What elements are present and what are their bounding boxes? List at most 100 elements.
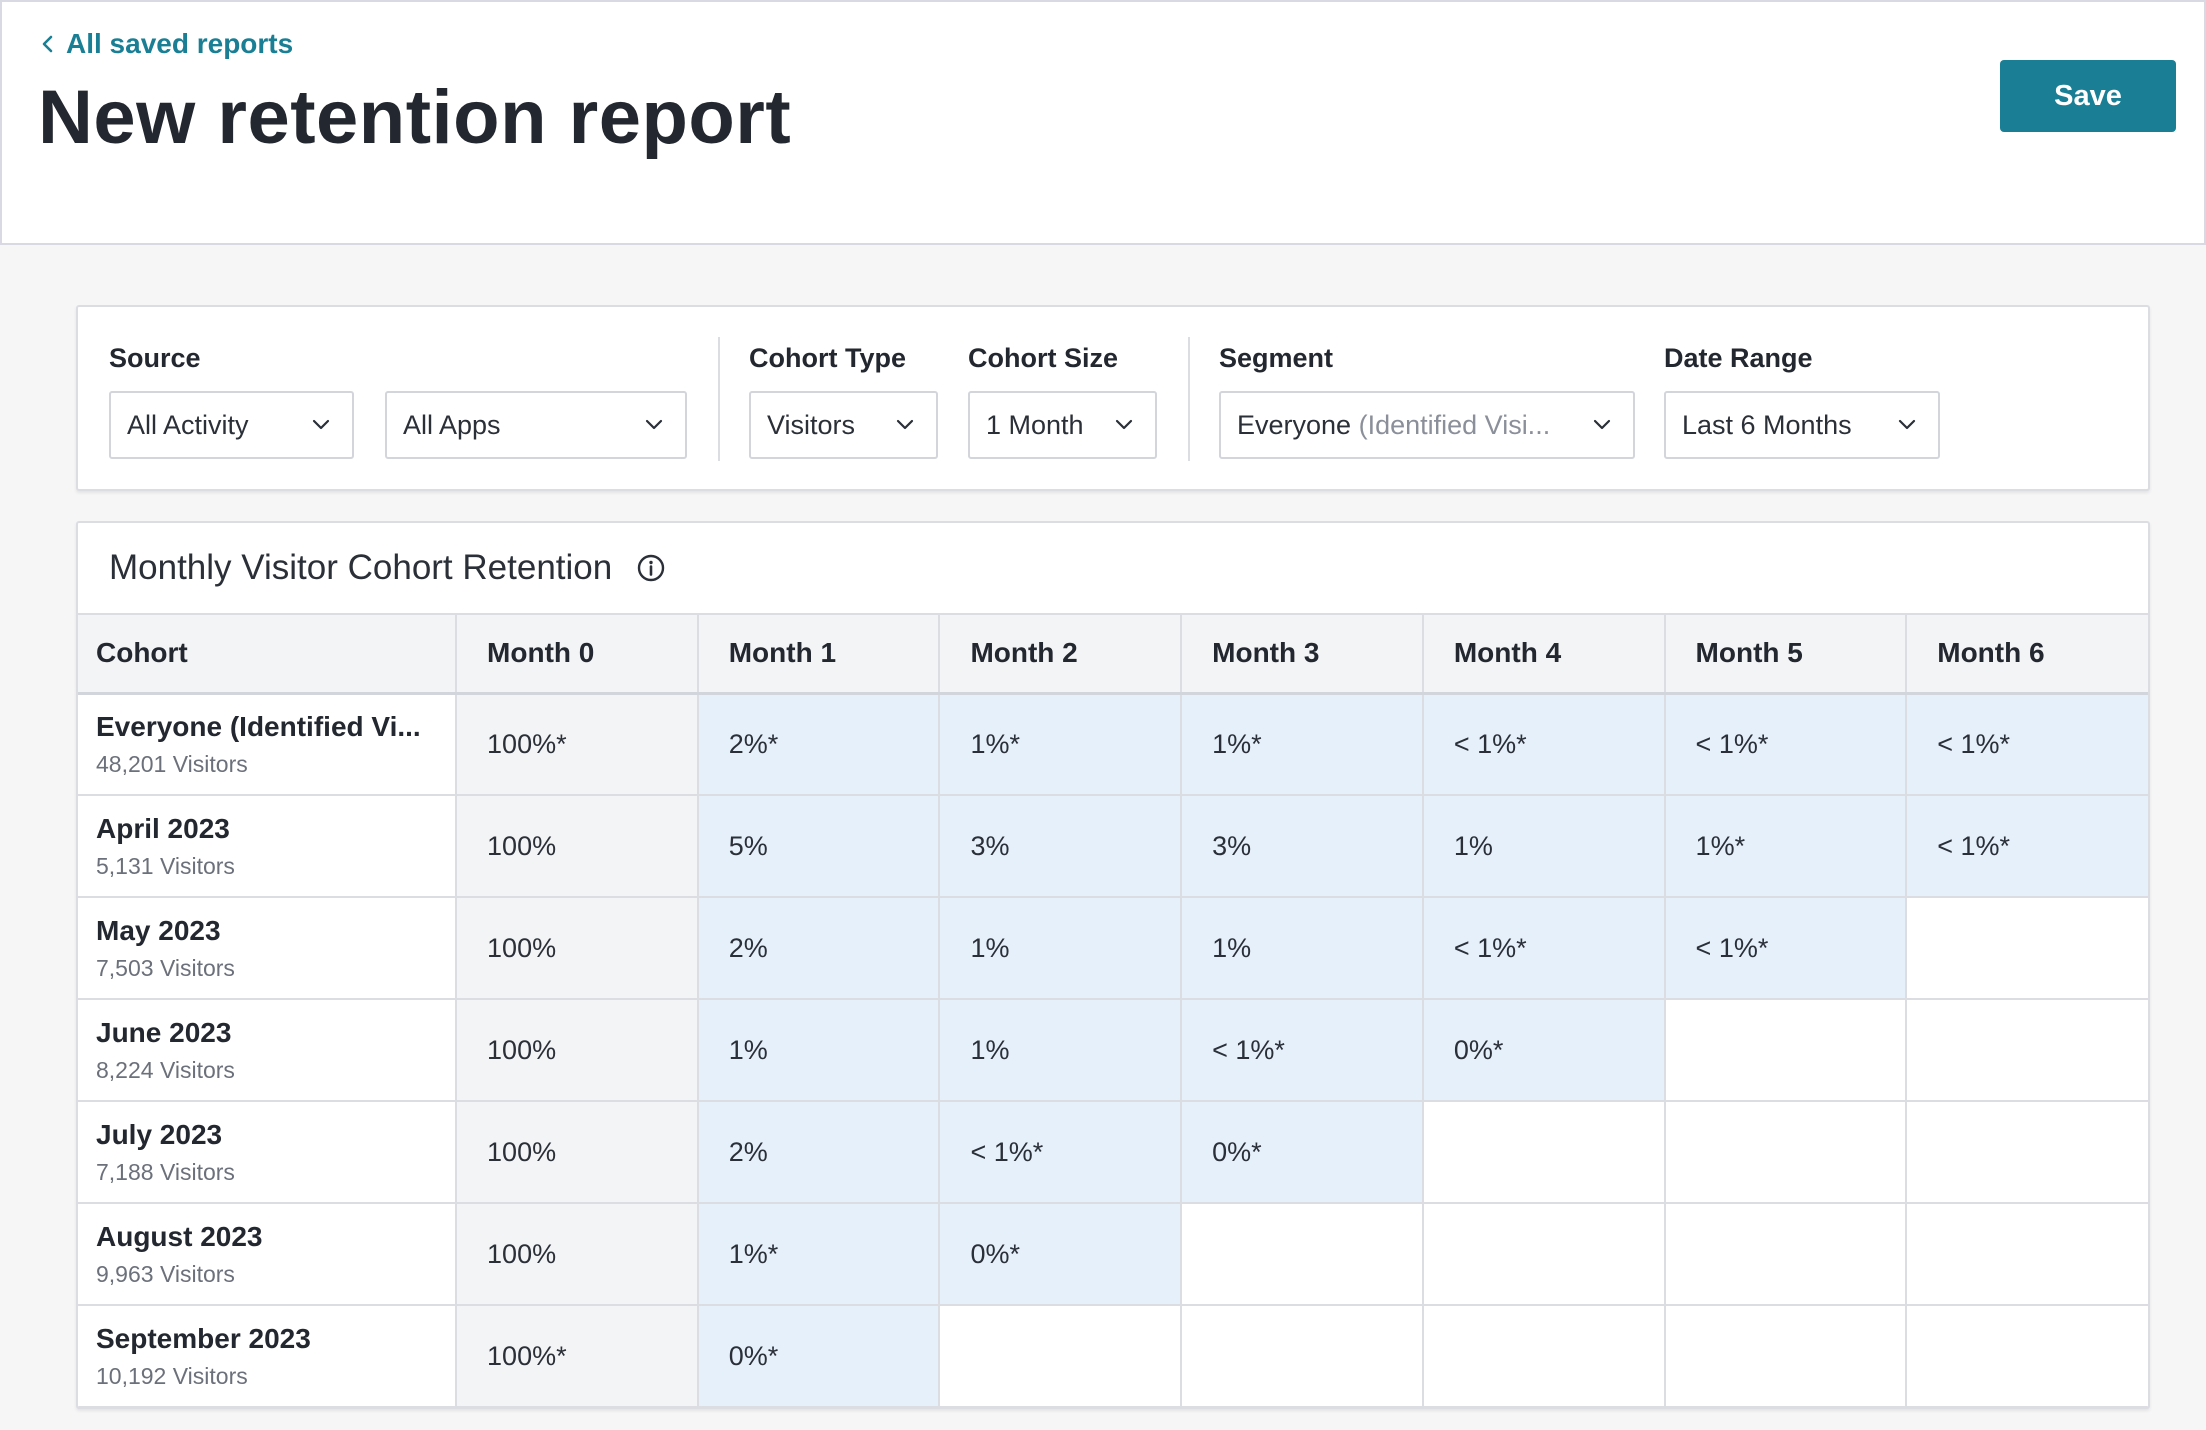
retention-cell-month-0: 100% (456, 795, 699, 898)
cohort-name: August 2023 (96, 1220, 263, 1252)
retention-cell-month-1: 2% (697, 1101, 941, 1204)
retention-cell-month-6: < 1%* (1906, 693, 2148, 796)
retention-cell-month-4 (1422, 1101, 1666, 1204)
date-range-value: Last 6 Months (1682, 409, 1852, 440)
retention-cell-month-6: < 1%* (1906, 795, 2148, 898)
retention-cell-month-4 (1422, 1305, 1666, 1407)
cohort-cell: April 2023 5,131 Visitors (78, 795, 458, 898)
cohort-name: May 2023 (96, 914, 221, 946)
retention-cell-month-3: 1% (1181, 897, 1424, 1000)
retention-cell-month-4: 1% (1422, 795, 1666, 898)
retention-cell-month-1: 2%* (697, 693, 941, 796)
retention-cell-month-6 (1906, 999, 2148, 1102)
column-header-month-5[interactable]: Month 5 (1664, 615, 1908, 695)
segment-value-main: Everyone (1237, 409, 1352, 440)
retention-cell-month-0: 100%* (456, 693, 699, 796)
source-apps-select[interactable]: All Apps (385, 391, 687, 459)
retention-cell-month-2: 3% (939, 795, 1183, 898)
retention-cell-month-5 (1664, 1203, 1908, 1306)
column-header-month-6[interactable]: Month 6 (1906, 615, 2148, 695)
save-button[interactable]: Save (2000, 60, 2176, 132)
table-row: May 2023 7,503 Visitors 100% 2% 1% 1% < 1%* < 1… (78, 897, 2148, 1000)
retention-cell-month-4 (1422, 1203, 1666, 1306)
retention-cell-month-2: 1%* (939, 693, 1183, 796)
cohort-visitor-count: 8,224 Visitors (96, 1056, 235, 1083)
chevron-down-icon (645, 419, 663, 430)
chevron-down-icon (1593, 419, 1611, 430)
retention-cell-month-0: 100% (456, 1101, 699, 1204)
cohort-visitor-count: 10,192 Visitors (96, 1362, 248, 1389)
filter-divider (1188, 337, 1190, 461)
retention-cell-month-6 (1906, 897, 2148, 1000)
source-activity-value: All Activity (127, 409, 249, 440)
cohort-cell: Everyone (Identified Vi... 48,201 Visitor… (78, 693, 458, 796)
column-header-month-2[interactable]: Month 2 (939, 615, 1183, 695)
filter-divider (718, 337, 720, 461)
info-icon[interactable] (636, 553, 666, 583)
table-title: Monthly Visitor Cohort Retention (109, 548, 613, 587)
cohort-type-value: Visitors (767, 409, 856, 440)
cohort-cell: June 2023 8,224 Visitors (78, 999, 458, 1102)
filter-panel: Source All Activity All Apps Cohort Type… (76, 305, 2150, 491)
chevron-down-icon (896, 419, 914, 430)
column-header-month-3[interactable]: Month 3 (1181, 615, 1424, 695)
cohort-size-select[interactable]: 1 Month (968, 391, 1157, 459)
column-header-month-1[interactable]: Month 1 (697, 615, 941, 695)
chevron-down-icon (1898, 419, 1916, 430)
table-header-row: Cohort Month 0 Month 1 Month 2 Month 3 M… (78, 615, 2148, 695)
retention-cell-month-2 (939, 1305, 1183, 1407)
cohort-name: Everyone (Identified Vi... (96, 710, 421, 742)
cohort-visitor-count: 9,963 Visitors (96, 1260, 235, 1287)
table-row: Everyone (Identified Vi... 48,201 Visitor… (78, 693, 2148, 796)
retention-cell-month-6 (1906, 1101, 2148, 1204)
table-row: April 2023 5,131 Visitors 100% 5% 3% 3% 1% 1%* <… (78, 795, 2148, 898)
retention-cell-month-3: 1%* (1181, 693, 1424, 796)
retention-cell-month-4: 0%* (1422, 999, 1666, 1102)
retention-cell-month-2: < 1%* (939, 1101, 1183, 1204)
cohort-cell: September 2023 10,192 Visitors (78, 1305, 458, 1407)
retention-cell-month-0: 100%* (456, 1305, 699, 1407)
retention-cell-month-0: 100% (456, 897, 699, 1000)
column-header-cohort[interactable]: Cohort (78, 615, 458, 695)
retention-cell-month-1: 5% (697, 795, 941, 898)
table-row: September 2023 10,192 Visitors 100%* 0%* (78, 1305, 2148, 1407)
cohort-type-select[interactable]: Visitors (749, 391, 938, 459)
cohort-visitor-count: 7,503 Visitors (96, 954, 235, 981)
retention-cell-month-5 (1664, 1101, 1908, 1204)
back-to-saved-reports-link[interactable]: All saved reports (40, 28, 293, 60)
date-range-select[interactable]: Last 6 Months (1664, 391, 1940, 459)
retention-cell-month-2: 0%* (939, 1203, 1183, 1306)
segment-select[interactable]: Everyone (Identified Visi... (1219, 391, 1635, 459)
cohort-visitor-count: 48,201 Visitors (96, 750, 248, 777)
source-activity-select[interactable]: All Activity (109, 391, 354, 459)
column-header-month-4[interactable]: Month 4 (1422, 615, 1666, 695)
source-label: Source (109, 343, 201, 373)
retention-cell-month-3 (1181, 1203, 1424, 1306)
retention-cell-month-6 (1906, 1203, 2148, 1306)
retention-table-panel: Monthly Visitor Cohort Retention Cohort … (76, 521, 2150, 1409)
retention-cell-month-4: < 1%* (1422, 897, 1666, 1000)
table-title-bar: Monthly Visitor Cohort Retention (78, 523, 2148, 615)
table-row: July 2023 7,188 Visitors 100% 2% < 1%* 0%* (78, 1101, 2148, 1204)
cohort-cell: July 2023 7,188 Visitors (78, 1101, 458, 1204)
cohort-cell: August 2023 9,963 Visitors (78, 1203, 458, 1306)
retention-cell-month-3: < 1%* (1181, 999, 1424, 1102)
page-header: All saved reports New retention report S… (0, 0, 2206, 245)
retention-cell-month-3 (1181, 1305, 1424, 1407)
cohort-type-label: Cohort Type (749, 343, 906, 373)
retention-cell-month-5 (1664, 1305, 1908, 1407)
table-row: June 2023 8,224 Visitors 100% 1% 1% < 1%* 0%* (78, 999, 2148, 1102)
segment-value-muted: (Identified Visi... (1358, 409, 1551, 440)
retention-cell-month-2: 1% (939, 999, 1183, 1102)
column-header-month-0[interactable]: Month 0 (456, 615, 699, 695)
segment-label: Segment (1219, 343, 1334, 373)
retention-cell-month-2: 1% (939, 897, 1183, 1000)
retention-cell-month-4: < 1%* (1422, 693, 1666, 796)
retention-cell-month-5 (1664, 999, 1908, 1102)
retention-cell-month-5: < 1%* (1664, 897, 1908, 1000)
chevron-down-icon (1115, 419, 1133, 430)
cohort-name: April 2023 (96, 812, 230, 844)
chevron-left-icon (42, 35, 53, 53)
source-apps-value: All Apps (403, 409, 501, 440)
cohort-name: June 2023 (96, 1016, 232, 1048)
